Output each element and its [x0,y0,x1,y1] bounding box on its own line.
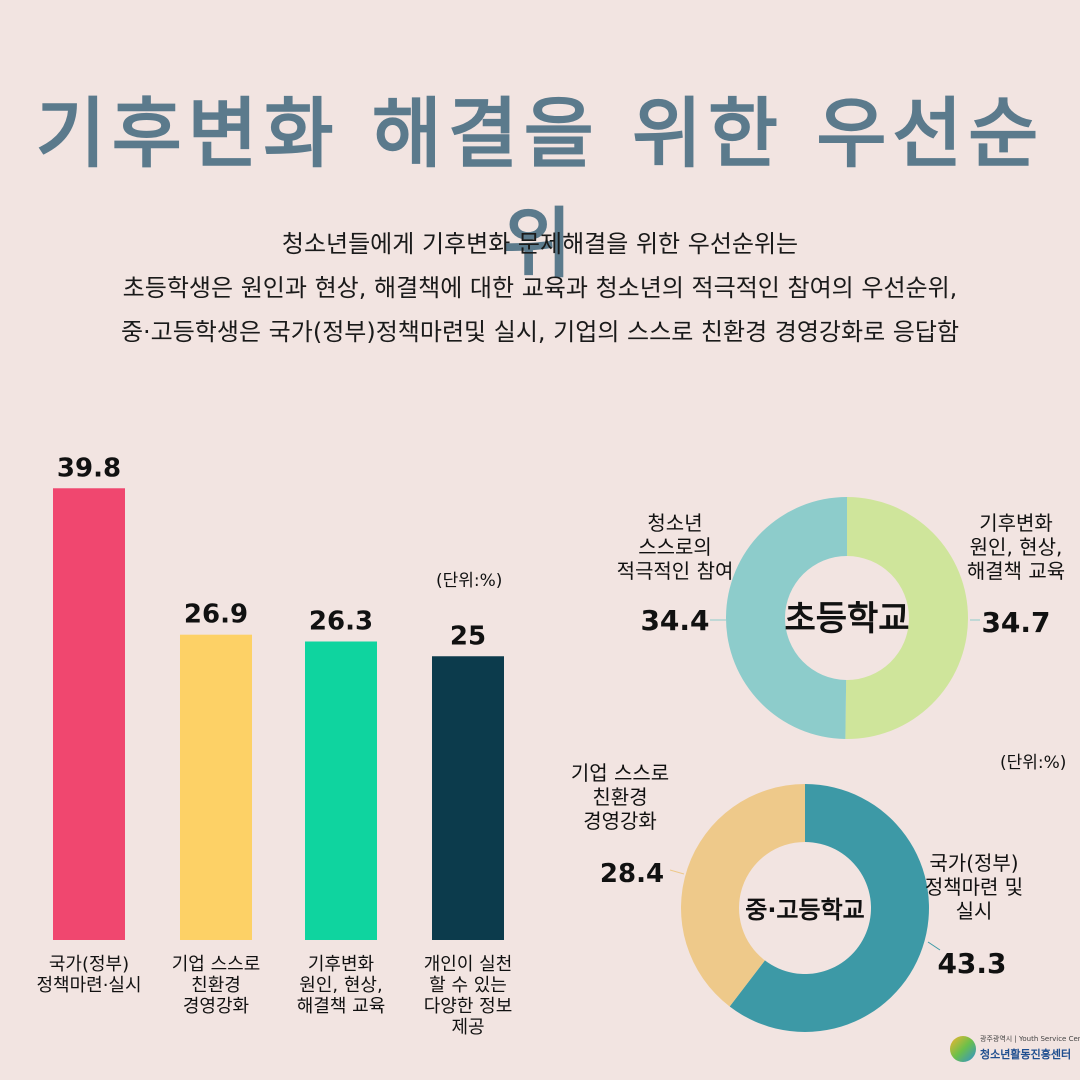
middle-high-slice-2 [681,784,805,1007]
bar-value-label-4: 25 [450,621,486,651]
bar-category-label-1: 국가(정부) 정책마련·실시 [36,954,141,996]
middle-high-leader-1 [927,941,941,951]
elementary-slice-label-2: 청소년 스스로의 적극적인 참여 [617,511,734,583]
middle-high-leader-2 [669,869,685,875]
logo-name: 청소년활동진흥센터 [980,1048,1072,1061]
middle-high-value-label-1: 43.3 [937,947,1006,980]
bar-value-label-3: 26.3 [309,606,373,636]
bar-value-label-2: 26.9 [184,600,248,630]
description: 청소년들에게 기후변화 문제해결을 위한 우선순위는 초등학생은 원인과 현상,… [0,222,1080,354]
donut-chart-elementary: 초등학교 기후변화 원인, 현상, 해결책 교육 청소년 스스로의 적극적인 참여 34.7 3… [617,497,1065,739]
logo-small-text: 광주광역시 | Youth Service Center [980,1035,1080,1043]
elementary-slice-label-1: 기후변화 원인, 현상, 해결책 교육 [967,511,1065,583]
bar-3 [305,641,377,940]
middle-high-slice-1 [729,784,929,1032]
middle-high-value-label-2: 28.4 [600,859,664,889]
description-line-3: 중·고등학생은 국가(정부)정책마련및 실시, 기업의 스스로 친환경 경영강화… [120,318,960,346]
middle-high-slice-label-1: 국가(정부) 정책마련 및 실시 [925,851,1023,923]
description-line-1: 청소년들에게 기후변화 문제해결을 위한 우선순위는 [281,230,799,258]
elementary-slice-1 [845,497,969,739]
organization-logo: 광주광역시 | Youth Service Center 청소년활동진흥센터 [950,1030,1080,1072]
description-line-2: 초등학생은 원인과 현상, 해결책에 대한 교육과 청소년의 적극적인 참여의 … [122,274,958,302]
logo-mark-icon [950,1036,976,1062]
bar-value-label-1: 39.8 [57,453,121,483]
middle-high-slice-label-2: 기업 스스로 친환경 경영강화 [571,761,669,833]
bar-chart: 39.8 국가(정부) 정책마련·실시 26.9 기업 스스로 친환경 경영강화 26.3 기후… [36,453,513,1038]
bar-category-label-4: 개인이 실천 할 수 있는 다양한 정보 제공 [424,954,513,1038]
bar-unit-label: (단위:%) [436,571,503,591]
page-title: 기후변화 해결을 위한 우선순위 [35,89,1045,288]
bar-category-label-2: 기업 스스로 친환경 경영강화 [172,954,261,1017]
bar-2 [180,634,252,940]
donut-chart-middle-high: 중·고등학교 국가(정부) 정책마련 및 실시 기업 스스로 친환경 경영강화 43.3 28.… [571,761,1023,1032]
bar-4 [432,656,504,940]
middle-high-center-label: 중·고등학교 [745,896,865,924]
elementary-center-label: 초등학교 [784,599,909,639]
elementary-value-label-2: 34.4 [640,604,709,637]
bar-category-label-3: 기후변화 원인, 현상, 해결책 교육 [297,954,386,1017]
donut-unit-label: (단위:%) [1000,753,1067,773]
elementary-slice-2 [726,497,847,739]
elementary-value-label-1: 34.7 [981,606,1050,639]
bar-1 [53,488,125,940]
